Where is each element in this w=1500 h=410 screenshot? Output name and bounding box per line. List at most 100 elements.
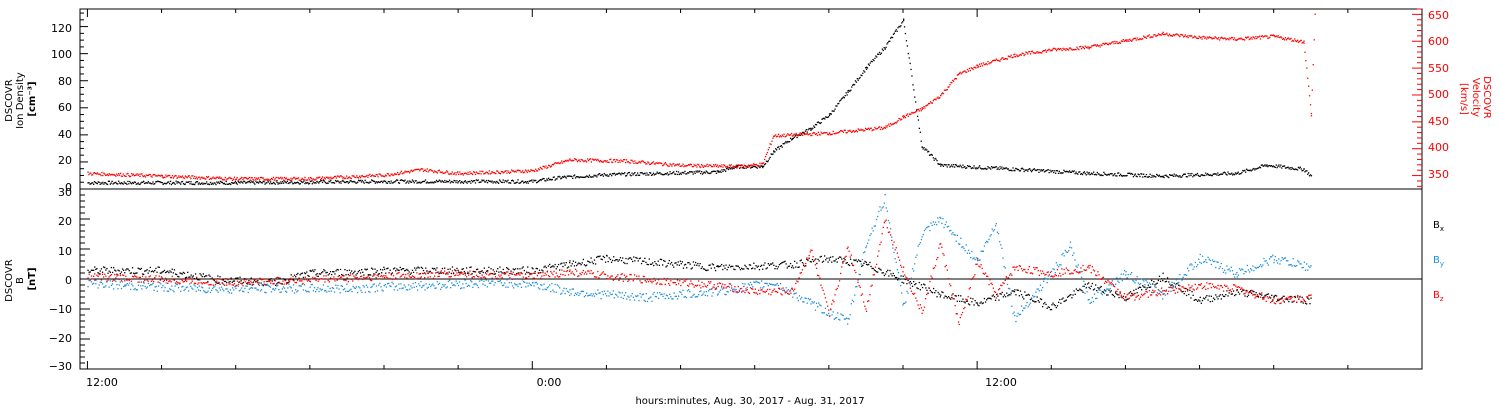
bx-point xyxy=(446,272,448,274)
velocity-point xyxy=(162,177,164,179)
ion-density-point xyxy=(1121,175,1123,177)
velocity-point xyxy=(472,173,474,176)
ion-density-point xyxy=(1232,174,1234,176)
velocity-point xyxy=(1123,40,1125,42)
ion-density-point xyxy=(823,117,825,119)
by-point xyxy=(328,290,330,292)
ion-density-point xyxy=(1096,171,1098,174)
velocity-point xyxy=(1074,48,1076,51)
ion-density-point xyxy=(986,168,988,170)
ion-density-point xyxy=(1058,170,1060,172)
ion-density-point xyxy=(546,178,548,180)
by-point xyxy=(1047,275,1049,277)
bx-point xyxy=(383,266,385,268)
by-point xyxy=(1102,290,1105,293)
ion-density-point xyxy=(274,183,276,185)
by-point xyxy=(330,290,332,292)
ion-density-point xyxy=(672,172,674,174)
by-point xyxy=(1245,271,1247,273)
velocity-point xyxy=(1218,37,1220,39)
bx-point xyxy=(1052,302,1054,304)
by-point xyxy=(1136,276,1138,278)
velocity-point xyxy=(511,170,514,172)
by-point xyxy=(773,284,775,286)
velocity-point xyxy=(661,162,663,165)
by-point xyxy=(822,312,824,314)
ion-density-point xyxy=(1098,173,1100,175)
by-point xyxy=(200,286,203,288)
bx-point xyxy=(517,268,519,270)
by-point xyxy=(383,285,385,287)
velocity-point xyxy=(502,172,504,174)
ion-density-point xyxy=(281,182,283,184)
velocity-point xyxy=(523,172,525,174)
velocity-point xyxy=(842,131,845,133)
velocity-point xyxy=(357,176,359,179)
ion-density-point xyxy=(1257,167,1259,169)
ion-density-point xyxy=(1234,172,1237,174)
by-point xyxy=(777,284,779,287)
by-point xyxy=(1159,291,1162,293)
ion-density-point xyxy=(1235,173,1237,175)
ion-density-point xyxy=(371,179,373,181)
by-point xyxy=(120,287,123,290)
ion-density-point xyxy=(244,180,246,183)
ion-density-point xyxy=(678,173,680,176)
by-point xyxy=(1221,268,1224,270)
bx-point xyxy=(258,282,260,284)
velocity-point xyxy=(147,174,149,176)
bx-point xyxy=(1117,294,1119,296)
bx-point xyxy=(588,261,590,263)
ion-density-point xyxy=(1118,172,1120,174)
by-point xyxy=(996,231,999,233)
ion-density-point xyxy=(626,173,629,175)
b-y-tick-label: 0 xyxy=(65,274,72,287)
bx-point xyxy=(1054,305,1056,307)
velocity-point xyxy=(1224,37,1226,39)
ion-density-point xyxy=(521,180,523,182)
bx-point xyxy=(898,277,900,279)
bx-point xyxy=(149,266,151,269)
velocity-point xyxy=(1140,38,1142,41)
ion-density-point xyxy=(322,179,325,182)
ion-density-point xyxy=(1151,174,1153,177)
ion-density-point xyxy=(821,118,823,120)
by-point xyxy=(654,295,656,298)
bx-point xyxy=(146,269,148,271)
by-point xyxy=(342,289,345,291)
velocity-point xyxy=(325,176,327,178)
bx-point xyxy=(923,283,925,285)
velocity-point xyxy=(509,172,511,174)
velocity-point xyxy=(677,164,680,166)
ion-density-point xyxy=(1258,166,1261,168)
by-point xyxy=(959,243,961,245)
ion-density-point xyxy=(703,171,705,173)
velocity-point xyxy=(419,170,421,172)
ion-density-point xyxy=(386,182,389,184)
ion-density-point xyxy=(900,25,902,27)
velocity-point xyxy=(239,178,241,180)
ion-density-point xyxy=(617,173,619,175)
by-point xyxy=(616,294,618,296)
bx-point xyxy=(508,268,510,271)
velocity-point xyxy=(1176,33,1178,35)
velocity-point xyxy=(348,176,351,178)
velocity-point xyxy=(496,170,498,172)
by-point xyxy=(222,288,224,290)
by-point xyxy=(609,292,611,294)
velocity-point xyxy=(1220,37,1222,39)
velocity-point xyxy=(638,161,641,163)
right-y-tick-label: 500 xyxy=(1428,88,1449,101)
bx-point xyxy=(853,259,855,261)
by-point xyxy=(702,293,704,295)
bx-point xyxy=(960,295,962,297)
ion-density-point xyxy=(1295,168,1297,170)
ion-density-point xyxy=(1160,175,1162,178)
velocity-point xyxy=(903,115,905,117)
velocity-point xyxy=(1298,40,1300,43)
ion-density-point xyxy=(89,183,91,185)
ion-density-point xyxy=(618,172,620,174)
velocity-point xyxy=(234,179,237,181)
velocity-point xyxy=(151,176,153,178)
velocity-point xyxy=(1149,36,1151,39)
